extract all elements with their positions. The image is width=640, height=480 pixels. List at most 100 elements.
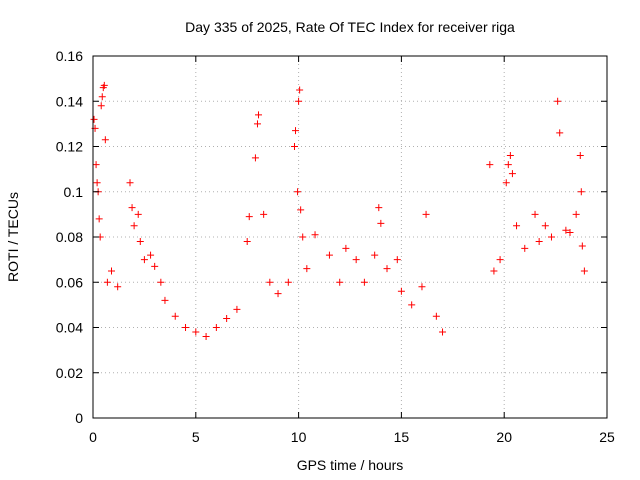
- data-point: [266, 278, 274, 286]
- data-point: [296, 86, 304, 94]
- data-point: [299, 233, 307, 241]
- data-point: [562, 226, 570, 234]
- data-point: [506, 152, 514, 160]
- data-point: [513, 222, 521, 230]
- data-point: [535, 238, 543, 246]
- data-point: [90, 115, 98, 123]
- data-point: [95, 215, 103, 223]
- data-point: [192, 328, 200, 336]
- data-point: [408, 301, 416, 309]
- y-tick-label: 0.04: [56, 320, 83, 336]
- data-point: [243, 238, 251, 246]
- data-point: [136, 238, 144, 246]
- data-point: [92, 161, 100, 169]
- data-point: [97, 102, 105, 110]
- data-point: [377, 219, 385, 227]
- data-point: [157, 278, 165, 286]
- data-point: [554, 97, 562, 105]
- data-point: [108, 267, 116, 275]
- data-point: [233, 305, 241, 313]
- data-point: [496, 256, 504, 264]
- data-point: [161, 296, 169, 304]
- y-tick-label: 0.14: [56, 93, 83, 109]
- y-tick-labels: 0 0.02 0.04 0.06 0.08 0.1 0.12 0.14 0.16: [56, 48, 83, 426]
- x-tick-label: 20: [496, 429, 512, 445]
- data-point: [531, 210, 539, 218]
- data-point: [98, 93, 106, 101]
- data-point: [352, 256, 360, 264]
- grid-lines: [93, 56, 607, 418]
- data-point: [572, 210, 580, 218]
- data-points: [90, 81, 588, 341]
- data-point: [182, 324, 190, 331]
- data-point: [418, 283, 426, 291]
- data-point: [360, 278, 368, 286]
- x-tick-label: 10: [291, 429, 307, 445]
- data-point: [375, 204, 383, 212]
- data-point: [147, 251, 155, 259]
- chart-title: Day 335 of 2025, Rate Of TEC Index for r…: [185, 19, 515, 35]
- data-point: [128, 204, 136, 212]
- y-tick-label: 0.16: [56, 48, 83, 64]
- data-point: [295, 97, 303, 105]
- data-point: [547, 233, 555, 241]
- data-point: [521, 244, 529, 252]
- data-point: [541, 222, 549, 230]
- data-point: [439, 328, 447, 336]
- data-point: [336, 278, 344, 286]
- data-point: [251, 154, 259, 162]
- data-point: [212, 324, 220, 331]
- y-tick-label: 0.12: [56, 139, 83, 155]
- data-point: [290, 143, 298, 150]
- data-point: [325, 251, 333, 259]
- data-point: [342, 244, 350, 252]
- data-point: [508, 170, 516, 178]
- data-point: [126, 179, 134, 187]
- data-point: [490, 267, 498, 275]
- data-point: [140, 256, 148, 264]
- data-point: [502, 179, 510, 187]
- y-axis-title: ROTI / TECUs: [5, 192, 21, 282]
- data-point: [171, 312, 179, 320]
- data-point: [422, 210, 430, 218]
- data-point: [151, 262, 159, 270]
- data-point: [284, 278, 292, 286]
- data-point: [100, 81, 108, 89]
- x-tick-labels: 0 5 10 15 20 25: [89, 429, 615, 445]
- data-point: [294, 188, 302, 196]
- data-point: [311, 231, 319, 239]
- y-tick-label: 0.1: [64, 184, 84, 200]
- data-point: [260, 210, 268, 218]
- data-point: [297, 206, 305, 214]
- data-point: [134, 210, 142, 218]
- data-point: [255, 111, 263, 119]
- data-point: [383, 265, 391, 273]
- data-point: [432, 312, 440, 320]
- data-point: [93, 179, 101, 187]
- data-point: [393, 256, 401, 264]
- data-point: [245, 213, 253, 221]
- y-tick-label: 0: [75, 410, 83, 426]
- data-point: [566, 228, 574, 236]
- y-tick-label: 0.08: [56, 229, 83, 245]
- data-point: [504, 161, 512, 169]
- x-tick-label: 15: [394, 429, 410, 445]
- data-point: [397, 287, 405, 295]
- y-tick-label: 0.06: [56, 274, 83, 290]
- data-point: [556, 129, 564, 137]
- x-axis-title: GPS time / hours: [297, 457, 404, 473]
- y-tick-label: 0.02: [56, 365, 83, 381]
- axis-ticks: [92, 55, 608, 419]
- data-point: [303, 265, 311, 273]
- x-tick-label: 25: [599, 429, 615, 445]
- data-point: [274, 290, 282, 298]
- data-point: [253, 120, 261, 128]
- data-point: [577, 188, 585, 196]
- x-tick-label: 0: [89, 429, 97, 445]
- data-point: [486, 161, 494, 169]
- data-point: [103, 278, 111, 286]
- data-point: [576, 152, 584, 160]
- data-point: [580, 267, 588, 275]
